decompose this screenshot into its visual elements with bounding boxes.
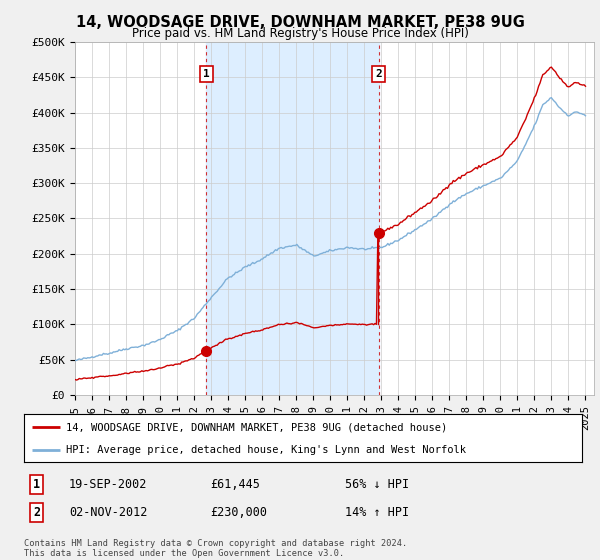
Text: Price paid vs. HM Land Registry's House Price Index (HPI): Price paid vs. HM Land Registry's House …	[131, 27, 469, 40]
Text: Contains HM Land Registry data © Crown copyright and database right 2024.
This d: Contains HM Land Registry data © Crown c…	[24, 539, 407, 558]
Text: HPI: Average price, detached house, King's Lynn and West Norfolk: HPI: Average price, detached house, King…	[66, 445, 466, 455]
Text: 14, WOODSAGE DRIVE, DOWNHAM MARKET, PE38 9UG (detached house): 14, WOODSAGE DRIVE, DOWNHAM MARKET, PE38…	[66, 422, 447, 432]
Text: 02-NOV-2012: 02-NOV-2012	[69, 506, 148, 519]
Text: 14, WOODSAGE DRIVE, DOWNHAM MARKET, PE38 9UG: 14, WOODSAGE DRIVE, DOWNHAM MARKET, PE38…	[76, 15, 524, 30]
Bar	[206, 42, 379, 395]
Text: 1: 1	[203, 69, 210, 79]
Text: 56% ↓ HPI: 56% ↓ HPI	[345, 478, 409, 491]
Text: 1: 1	[33, 478, 40, 491]
Text: £230,000: £230,000	[210, 506, 267, 519]
Text: 14% ↑ HPI: 14% ↑ HPI	[345, 506, 409, 519]
Text: 2: 2	[33, 506, 40, 519]
Text: £61,445: £61,445	[210, 478, 260, 491]
Text: 2: 2	[375, 69, 382, 79]
Text: 19-SEP-2002: 19-SEP-2002	[69, 478, 148, 491]
